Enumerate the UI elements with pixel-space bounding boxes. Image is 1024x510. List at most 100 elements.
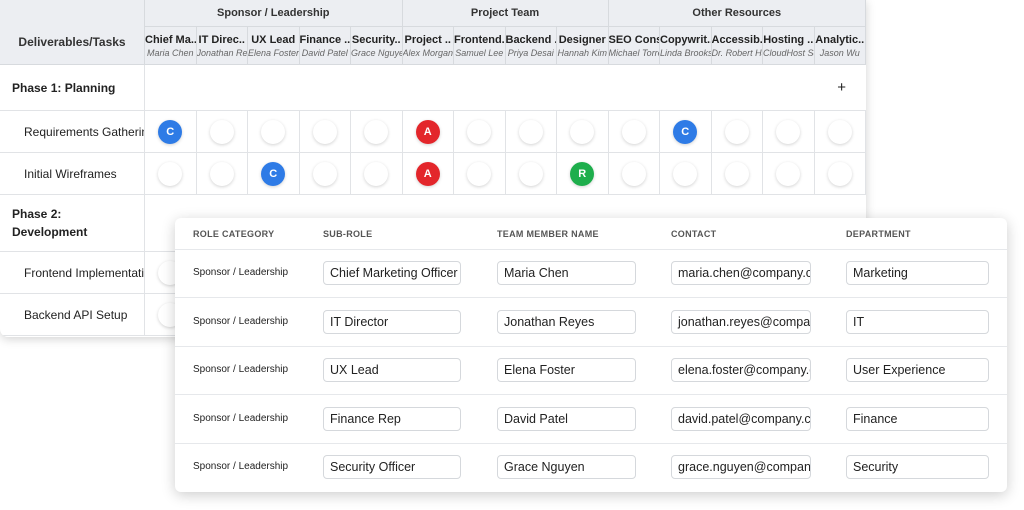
raci-badge[interactable] — [518, 161, 543, 186]
raci-badge[interactable]: A — [415, 161, 440, 186]
raci-badge[interactable] — [776, 119, 801, 144]
role-category: Sponsor / Leadership — [193, 315, 289, 327]
column-header: DEPARTMENT — [846, 229, 911, 239]
column-header: UX Lead Elena Foster — [248, 27, 300, 65]
text-input[interactable]: UX Lead — [323, 358, 461, 382]
text-input[interactable]: User Experience — [846, 358, 989, 382]
role-category: Sponsor / Leadership — [193, 267, 289, 278]
text-input[interactable]: Finance Rep — [323, 406, 461, 431]
raci-badge[interactable]: C — [158, 119, 183, 144]
raci-badge[interactable] — [312, 161, 337, 186]
group-header: Project Team — [402, 0, 609, 27]
column-header: Project .. Alex Morgan — [402, 27, 454, 65]
member-name: Grace Nguyen — [351, 48, 402, 58]
text-input[interactable]: Grace Nguyen — [497, 455, 636, 479]
raci-cell — [660, 153, 712, 194]
add-button[interactable]: + — [837, 79, 846, 96]
member-name: Dr. Robert Hall — [711, 48, 763, 58]
member-name: CloudHost Services — [763, 48, 814, 58]
role-title: Finance .. — [299, 34, 351, 46]
raci-cell — [609, 153, 660, 194]
raci-cell — [557, 111, 609, 152]
role-title: Project .. — [404, 34, 451, 46]
member-name: Priya Desai — [507, 48, 554, 58]
text-input[interactable]: Marketing — [846, 261, 989, 285]
raci-badge[interactable] — [827, 119, 852, 144]
text-input[interactable]: elena.foster@company.com — [671, 358, 811, 382]
raci-badge[interactable]: C — [673, 119, 698, 144]
raci-badge[interactable] — [312, 119, 337, 144]
text-input[interactable]: Chief Marketing Officer — [323, 261, 461, 285]
task-label: Requirements Gathering — [0, 111, 145, 152]
raci-badge[interactable] — [209, 161, 234, 186]
role-title: IT Direc.. — [198, 34, 245, 46]
text-input[interactable]: jonathan.reyes@company.com — [671, 309, 811, 334]
raci-cell — [197, 153, 248, 194]
text-input[interactable]: grace.nguyen@company.com — [671, 455, 811, 479]
raci-badge[interactable] — [261, 119, 286, 144]
column-header: Finance .. David Patel — [299, 27, 351, 65]
text-input[interactable]: Security Officer — [323, 455, 461, 479]
text-input[interactable]: IT Director — [323, 309, 461, 334]
role-title: UX Lead — [251, 34, 296, 46]
raci-badge[interactable]: C — [261, 161, 286, 186]
text-input[interactable]: Elena Foster — [497, 358, 636, 382]
raci-badge[interactable] — [467, 119, 492, 144]
member-name: Jason Wu — [819, 48, 860, 58]
column-header: Frontend.. Samuel Lee — [454, 27, 506, 65]
member-name: Alex Morgan — [402, 48, 454, 58]
text-input[interactable]: maria.chen@company.com — [671, 261, 811, 285]
raci-badge[interactable]: A — [415, 119, 440, 144]
role-title: Frontend.. — [454, 34, 506, 46]
divider — [175, 442, 1007, 444]
raci-cell: C — [248, 153, 300, 194]
raci-badge[interactable] — [518, 119, 543, 144]
raci-cell — [248, 111, 300, 152]
text-input[interactable]: David Patel — [497, 406, 636, 431]
group-header: Other Resources — [608, 0, 866, 27]
raci-badge[interactable] — [209, 119, 234, 144]
text-input[interactable]: Security — [846, 455, 989, 479]
text-input[interactable]: Finance — [846, 406, 989, 431]
text-input[interactable]: david.patel@company.com — [671, 406, 811, 431]
corner-header: Deliverables/Tasks — [0, 0, 145, 65]
raci-badge[interactable] — [621, 119, 646, 144]
raci-badge[interactable] — [364, 119, 389, 144]
column-header: Chief Ma.. Maria Chen — [145, 27, 197, 65]
column-header: TEAM MEMBER NAME — [497, 229, 599, 239]
text-input[interactable]: Jonathan Reyes — [497, 309, 636, 334]
raci-cell — [763, 111, 815, 152]
raci-badge[interactable] — [364, 161, 389, 186]
member-name: Linda Brooks — [660, 48, 712, 58]
raci-badge[interactable] — [158, 161, 183, 186]
raci-cell — [712, 153, 763, 194]
raci-cell — [454, 111, 506, 152]
member-name: Elena Foster — [248, 48, 300, 58]
column-header: CONTACT — [671, 229, 717, 239]
raci-cell — [145, 153, 197, 194]
raci-badge[interactable] — [621, 161, 646, 186]
raci-badge[interactable] — [570, 119, 595, 144]
divider — [175, 249, 1007, 250]
raci-cell: A — [403, 153, 454, 194]
raci-cell — [351, 111, 403, 152]
raci-badge[interactable] — [724, 119, 749, 144]
raci-badge[interactable] — [724, 161, 749, 186]
raci-cell — [763, 153, 815, 194]
role-category: Sponsor / Leadership — [193, 461, 289, 472]
task-row: Initial Wireframes C A R — [0, 153, 866, 195]
raci-badge[interactable] — [776, 161, 801, 186]
raci-badge[interactable] — [673, 161, 698, 186]
raci-cell — [197, 111, 248, 152]
raci-cell — [506, 153, 557, 194]
raci-cell — [815, 111, 866, 152]
divider — [175, 394, 1007, 395]
text-input[interactable]: Maria Chen — [497, 261, 636, 285]
raci-badge[interactable]: R — [570, 161, 595, 186]
phase-row: Phase 2: Development — [0, 195, 866, 252]
raci-badge[interactable] — [827, 161, 852, 186]
text-input[interactable]: IT — [846, 309, 989, 334]
raci-badge[interactable] — [467, 161, 492, 186]
raci-cell: C — [660, 111, 712, 152]
